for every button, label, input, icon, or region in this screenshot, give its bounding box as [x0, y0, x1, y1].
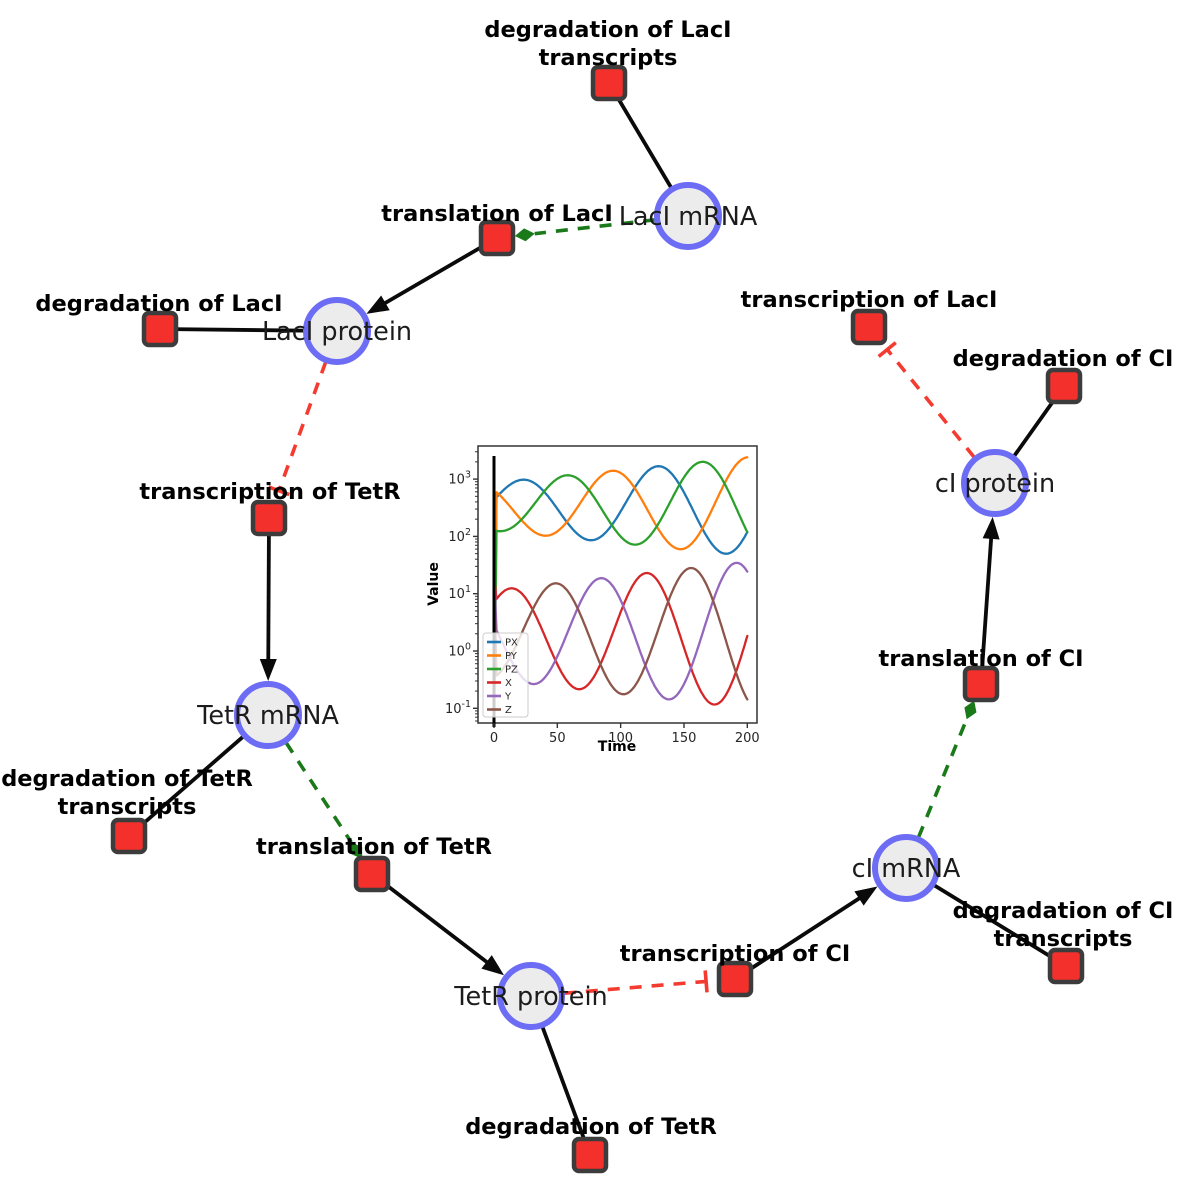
reaction-node-deg_laci[interactable]	[141, 310, 179, 348]
series-curve-Y	[492, 561, 749, 701]
reaction-label-transcr_tetr: transcription of TetR	[139, 479, 400, 505]
reaction-node-transl_laci[interactable]	[478, 219, 516, 257]
series-curve-X	[492, 571, 749, 706]
edge-laci_protein-transcr_tetr	[277, 361, 328, 492]
legend-label-Z: Z	[505, 705, 512, 716]
species-node-ci_mrna[interactable]	[872, 834, 940, 902]
x-tick-label: 0	[490, 731, 498, 746]
species-node-laci_mrna[interactable]	[654, 182, 722, 250]
reaction-node-deg_ci[interactable]	[1045, 367, 1083, 405]
legend-label-PX: PX	[505, 638, 518, 649]
species-node-ci_protein[interactable]	[961, 449, 1029, 517]
legend-label-X: X	[505, 678, 512, 689]
series-curve-Z	[492, 566, 749, 701]
edge-tetr_protein-transcr_ci	[563, 979, 707, 996]
species-node-tetr_protein[interactable]	[497, 962, 565, 1030]
reaction-node-transcr_tetr[interactable]	[250, 499, 288, 537]
chart-legend: PX PY PZ XYZ	[482, 632, 529, 718]
reaction-label-deg_ci_tr: transcripts	[994, 926, 1133, 952]
inhibition-tee	[877, 341, 897, 358]
reaction-label-transcr_ci: transcription of CI	[620, 941, 850, 967]
species-label-laci_protein: LacI protein	[262, 317, 412, 347]
reaction-node-deg_tetr_tr[interactable]	[110, 817, 148, 855]
species-label-ci_protein: cI protein	[935, 469, 1055, 499]
x-axis-label: Time	[598, 739, 636, 755]
legend-label-PY: PY	[505, 651, 518, 662]
nodes-layer	[110, 64, 1085, 1174]
series-curve-PZ	[492, 460, 749, 721]
modifier-diamond	[351, 842, 363, 859]
series-curve-PY	[492, 456, 749, 721]
x-tick-label: 100	[608, 731, 633, 746]
arrowhead	[854, 886, 878, 906]
x-tick-label: 150	[672, 731, 697, 746]
reaction-label-deg_laci_tr: degradation of LacI	[484, 17, 731, 43]
reaction-label-deg_tetr: degradation of TetR	[465, 1114, 717, 1140]
edge-transl_ci-ci_protein	[979, 530, 994, 685]
reaction-label-deg_ci: degradation of CI	[953, 346, 1174, 372]
reaction-label-deg_ci_tr: degradation of CI	[953, 898, 1174, 924]
species-node-laci_protein[interactable]	[303, 297, 371, 365]
legend-label-Y: Y	[504, 692, 512, 703]
reaction-label-transl_tetr: translation of TetR	[256, 834, 492, 860]
chart-curves	[492, 456, 749, 721]
reaction-label-deg_tetr_tr: transcripts	[58, 794, 197, 820]
x-tick-label: 200	[735, 731, 760, 746]
species-label-tetr_mrna: TetR mRNA	[196, 701, 339, 731]
reaction-node-transcr_laci[interactable]	[850, 308, 888, 346]
reaction-label-transcr_laci: transcription of LacI	[741, 287, 998, 313]
reaction-node-transl_ci[interactable]	[962, 665, 1000, 703]
edges-layer	[127, 82, 1067, 1156]
inhibition-tee	[703, 970, 709, 993]
reaction-node-deg_ci_tr[interactable]	[1047, 947, 1085, 985]
edge-ci_protein-transcr_laci	[885, 348, 976, 459]
reaction-label-deg_tetr_tr: degradation of TetR	[1, 766, 253, 792]
species-node-tetr_mrna[interactable]	[234, 681, 302, 749]
modifier-diamond	[514, 228, 535, 242]
y-axis-label: Value	[426, 562, 442, 606]
arrowhead	[481, 955, 505, 976]
edge-ci_mrna-transl_ci	[916, 718, 969, 839]
reaction-node-deg_laci_tr[interactable]	[590, 64, 628, 102]
edge-transl_laci-laci_protein	[377, 236, 498, 309]
arrowhead	[259, 658, 277, 682]
modifier-diamond	[964, 700, 977, 720]
reaction-node-transcr_ci[interactable]	[716, 960, 754, 998]
edge-transcr_tetr-tetr_mrna	[266, 517, 271, 668]
reaction-label-transl_laci: translation of LacI	[381, 201, 612, 227]
arrowhead	[982, 516, 1000, 540]
x-tick-label: 50	[549, 731, 566, 746]
legend-label-PZ: PZ	[505, 665, 518, 676]
series-curve-PX	[492, 465, 749, 721]
species-label-ci_mrna: cI mRNA	[852, 854, 961, 884]
edge-transl_tetr-tetr_protein	[370, 872, 495, 969]
species-label-tetr_protein: TetR protein	[453, 982, 607, 1012]
arrowhead	[366, 295, 390, 314]
reaction-label-deg_laci: degradation of LacI	[35, 291, 282, 317]
species-label-laci_mrna: LacI mRNA	[619, 202, 758, 232]
reaction-node-deg_tetr[interactable]	[571, 1136, 609, 1174]
inhibition-tee	[267, 485, 290, 497]
reaction-node-transl_tetr[interactable]	[353, 855, 391, 893]
edge-transcr_ci-ci_mrna	[733, 892, 867, 981]
labels-layer: LacI mRNA LacI protein TetR mRNA TetR prote…	[1, 17, 1173, 1140]
reaction-label-deg_laci_tr: transcripts	[539, 45, 678, 71]
edge-tetr_mrna-transl_tetr	[284, 741, 353, 844]
reaction-label-transl_ci: translation of CI	[878, 646, 1083, 672]
